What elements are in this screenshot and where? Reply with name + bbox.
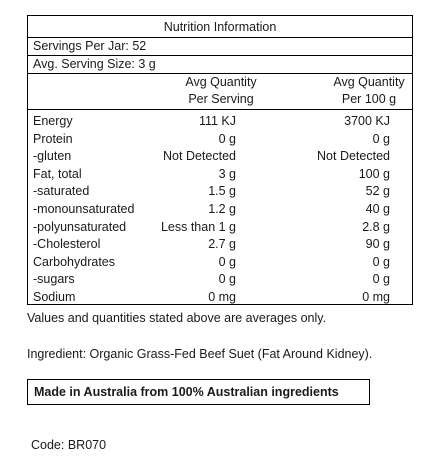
nutrient-row: Fat, total 3 g 100 g: [28, 165, 412, 183]
nutrient-name: Fat, total: [33, 166, 82, 181]
per-serving-value: 0 g: [218, 272, 236, 287]
nutrient-row: Carbohydrates 0 g 0 g: [28, 253, 412, 271]
per-serving-value: 111 KJ: [198, 114, 236, 128]
per-100g-value: 100 g: [358, 166, 390, 181]
product-code: Code: BR070: [31, 438, 107, 452]
nutrient-name: -monounsaturated: [33, 202, 135, 216]
nutrient-name: -Cholesterol: [33, 237, 101, 252]
col-per-100g-line1: Avg Quantity: [333, 75, 405, 89]
nutrient-row: Energy 111 KJ 3700 KJ: [28, 112, 412, 130]
per-100g-value: 90 g: [365, 237, 390, 252]
divider: [28, 55, 412, 56]
per-serving-value: 1.2 g: [208, 202, 236, 216]
panel-title: Nutrition Information: [163, 20, 277, 34]
nutrient-row: -monounsaturated 1.2 g 40 g: [28, 200, 412, 218]
nutrient-name: -sugars: [33, 272, 75, 287]
nutrient-row: -Cholesterol 2.7 g 90 g: [28, 235, 412, 253]
col-per-serving-line2: Per Serving: [188, 92, 254, 106]
per-serving-value: 3 g: [218, 166, 236, 181]
nutrient-name: -polyunsaturated: [33, 219, 127, 234]
per-100g-value: Not Detected: [317, 149, 390, 164]
per-serving-value: Not Detected: [163, 149, 236, 164]
per-100g-value: 0 mg: [362, 290, 390, 304]
nutrient-row: -sugars 0 g 0 g: [28, 270, 412, 288]
per-100g-value: 0 g: [372, 272, 390, 287]
nutrient-name: Protein: [33, 131, 73, 146]
per-100g-value: 40 g: [365, 202, 390, 216]
per-serving-value: Less than 1 g: [160, 219, 236, 234]
per-100g-value: 3700 KJ: [344, 114, 390, 128]
nutrient-row: -saturated 1.5 g 52 g: [28, 182, 412, 200]
nutrient-row: Protein 0 g 0 g: [28, 130, 412, 148]
per-100g-value: 52 g: [365, 184, 390, 199]
servings-per-jar: Servings Per Jar: 52: [33, 39, 147, 53]
ingredient-note: Ingredient: Organic Grass-Fed Beef Suet …: [27, 347, 373, 361]
nutrient-name: Sodium: [33, 290, 76, 304]
divider: [28, 73, 412, 74]
origin-statement: Made in Australia from 100% Australian i…: [27, 379, 370, 405]
per-serving-value: 0 mg: [208, 290, 236, 304]
nutrient-name: -saturated: [33, 184, 90, 199]
nutrient-row: -gluten Not Detected Not Detected: [28, 147, 412, 165]
serving-size: Avg. Serving Size: 3 g: [33, 57, 156, 71]
per-serving-value: 0 g: [218, 131, 236, 146]
nutrition-panel: Nutrition Information Servings Per Jar: …: [27, 15, 413, 305]
nutrient-row: Sodium 0 mg 0 mg: [28, 288, 412, 306]
col-per-serving-line1: Avg Quantity: [185, 75, 257, 89]
per-100g-value: 2.8 g: [362, 219, 390, 234]
nutrient-row: -polyunsaturated Less than 1 g 2.8 g: [28, 218, 412, 236]
per-serving-value: 1.5 g: [208, 184, 236, 199]
per-serving-value: 0 g: [218, 254, 236, 269]
per-serving-value: 2.7 g: [208, 237, 236, 252]
divider: [28, 37, 412, 38]
col-per-100g-line2: Per 100 g: [341, 92, 397, 106]
header-divider: [28, 109, 412, 110]
per-100g-value: 0 g: [372, 254, 390, 269]
averages-note: Values and quantities stated above are a…: [27, 311, 327, 325]
nutrient-name: -gluten: [33, 149, 72, 164]
nutrient-name: Carbohydrates: [33, 254, 115, 269]
per-100g-value: 0 g: [372, 131, 390, 146]
nutrient-name: Energy: [33, 114, 73, 128]
